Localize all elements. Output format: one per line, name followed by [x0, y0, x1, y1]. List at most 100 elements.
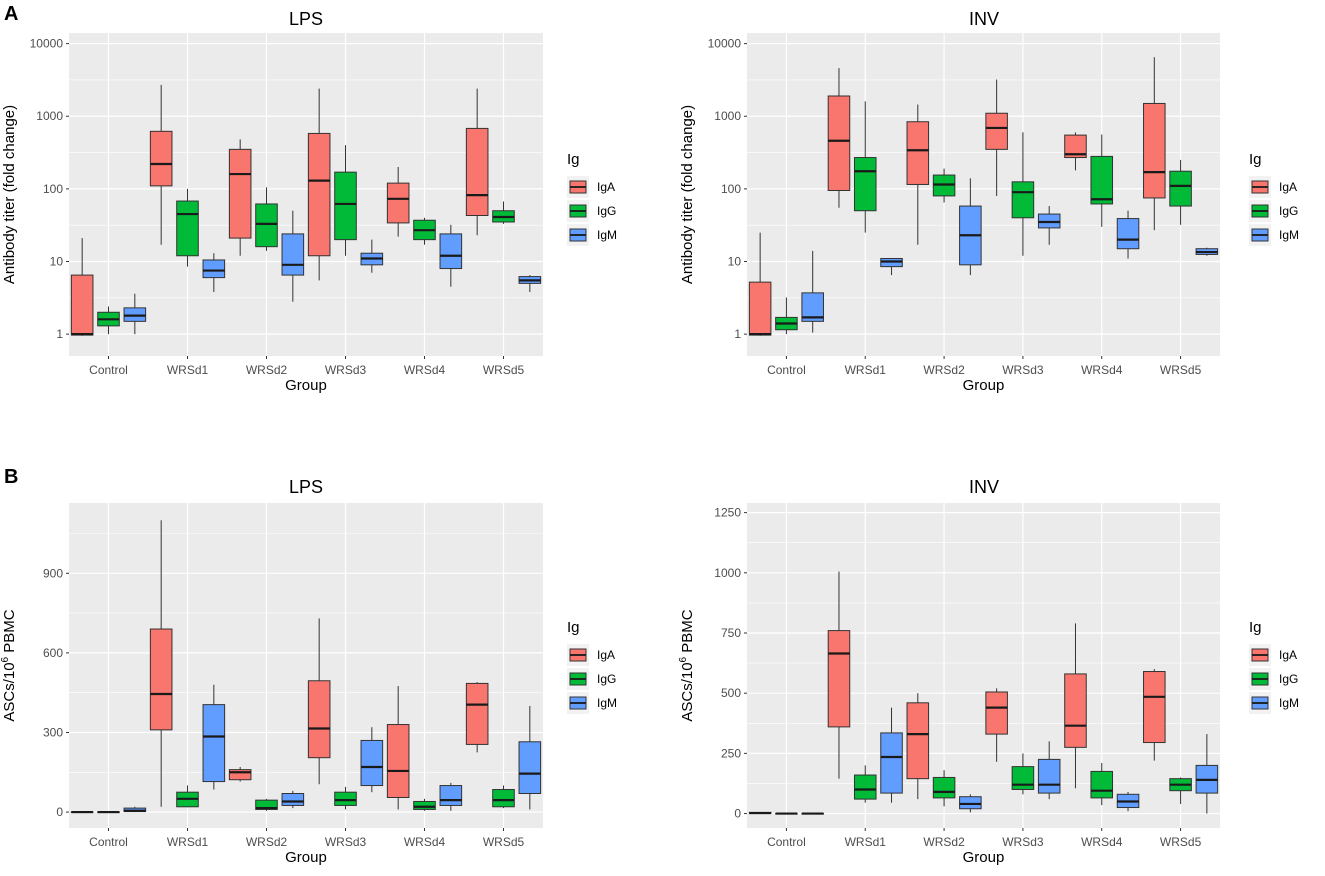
box-iga-control [70, 810, 94, 814]
legend-label-igg: IgG [597, 672, 616, 686]
box-iqr [1064, 134, 1087, 159]
y-axis-title: Antibody titer (fold change) [1, 105, 18, 284]
y-axis-title: ASCs/106 PBMC [678, 609, 696, 721]
x-tick-label: Control [89, 363, 128, 377]
box-iqr [827, 95, 851, 191]
box-igm-wrsd5 [1195, 247, 1219, 256]
y-tick-label: 10 [728, 255, 742, 269]
box-iqr [228, 148, 252, 239]
y-tick-label: 900 [43, 566, 63, 580]
box-iqr [492, 789, 515, 808]
x-axis-title: Group [285, 377, 327, 394]
box-iqr [413, 800, 436, 810]
box-igm-control [123, 806, 147, 813]
box-igg-control [97, 306, 120, 335]
box-igm-control [801, 812, 824, 815]
box-iqr [801, 292, 824, 322]
plot-background [69, 503, 543, 828]
box-igm-wrsd3 [360, 239, 384, 273]
box-igm-wrsd1 [880, 257, 903, 276]
box-igg-wrsd3 [1011, 753, 1035, 795]
box-iqr [1011, 181, 1035, 219]
box-iga-control [70, 238, 94, 336]
box-igm-wrsd3 [360, 727, 384, 793]
box-iga-wrsd4 [386, 686, 410, 810]
box-igm-wrsd4 [439, 782, 463, 811]
box-igm-control [123, 293, 147, 335]
box-igg-control [97, 810, 120, 814]
box-igg-wrsd4 [413, 798, 436, 811]
box-igg-wrsd5 [1169, 159, 1192, 225]
box-iga-wrsd5 [465, 88, 489, 236]
y-tick-label: 1 [56, 327, 63, 341]
box-iga-wrsd2 [906, 693, 930, 800]
box-iqr [827, 630, 851, 728]
box-igm-wrsd1 [880, 707, 903, 803]
box-igm-wrsd2 [959, 178, 982, 276]
box-iga-wrsd5 [465, 682, 489, 753]
box-igg-wrsd5 [492, 201, 515, 224]
x-tick-label: WRSd2 [923, 363, 965, 377]
box-iga-wrsd5 [1143, 57, 1166, 231]
panel-label-b: B [4, 466, 18, 488]
box-iga-wrsd3 [307, 88, 331, 281]
legend: Ig IgA IgG IgM [567, 619, 617, 714]
x-tick-label: WRSd3 [325, 835, 367, 849]
y-tick-label: 100 [43, 182, 63, 196]
box-igg-wrsd2 [255, 798, 278, 811]
box-iga-wrsd3 [985, 79, 1008, 196]
x-tick-label: WRSd5 [483, 363, 525, 377]
box-iqr [1037, 758, 1061, 794]
box-iqr [386, 724, 410, 798]
legend-title: Ig [567, 619, 580, 636]
legend-label-igm: IgM [1279, 228, 1299, 242]
box-iqr [1064, 673, 1087, 748]
box-iqr [228, 769, 252, 781]
y-tick-label: 100 [721, 182, 741, 196]
chart-title: LPS [289, 477, 323, 497]
y-tick-label: 1000 [714, 109, 741, 123]
y-axis-title-suffix: PBMC [679, 609, 696, 657]
y-axis-title-superscript: 6 [678, 656, 689, 662]
y-tick-label: 1250 [714, 506, 741, 520]
box-iqr [360, 739, 384, 787]
legend: Ig IgA IgG IgM [567, 151, 617, 246]
box-iqr [853, 774, 877, 800]
x-axis-title: Group [963, 849, 1005, 866]
x-tick-label: WRSd1 [845, 835, 887, 849]
box-igm-wrsd1 [202, 684, 226, 790]
box-igg-wrsd1 [853, 765, 877, 803]
box-igg-wrsd2 [255, 187, 278, 251]
box-iqr [70, 274, 94, 336]
x-tick-label: WRSd1 [167, 835, 209, 849]
box-igg-wrsd3 [334, 145, 357, 256]
legend-title: Ig [567, 151, 580, 168]
box-igg-wrsd1 [176, 785, 199, 808]
box-iqr [906, 702, 930, 780]
legend-label-igm: IgM [597, 696, 617, 710]
box-igm-control [801, 250, 824, 333]
box-igg-wrsd3 [1011, 132, 1035, 256]
box-iqr [439, 785, 463, 806]
box-iga-control [748, 811, 772, 815]
y-tick-label: 250 [721, 746, 741, 760]
x-tick-label: WRSd1 [167, 363, 209, 377]
x-axis-title: Group [963, 377, 1005, 394]
box-iqr [853, 157, 877, 212]
y-tick-label: 0 [734, 807, 741, 821]
x-tick-label: WRSd3 [1002, 363, 1044, 377]
box-iqr [465, 127, 489, 216]
y-axis-title: Antibody titer (fold change) [679, 105, 696, 284]
legend-label-iga: IgA [1279, 180, 1297, 194]
box-igm-wrsd3 [1037, 741, 1061, 800]
x-tick-label: Control [767, 835, 806, 849]
legend-label-igg: IgG [1279, 672, 1298, 686]
box-igm-wrsd1 [202, 253, 226, 293]
box-iqr [959, 796, 982, 810]
y-axis-title-main: ASCs/10 [679, 662, 696, 721]
box-iqr [334, 791, 357, 806]
x-tick-label: WRSd5 [1160, 835, 1202, 849]
box-iga-wrsd5 [1143, 669, 1166, 761]
box-iqr [906, 121, 930, 185]
